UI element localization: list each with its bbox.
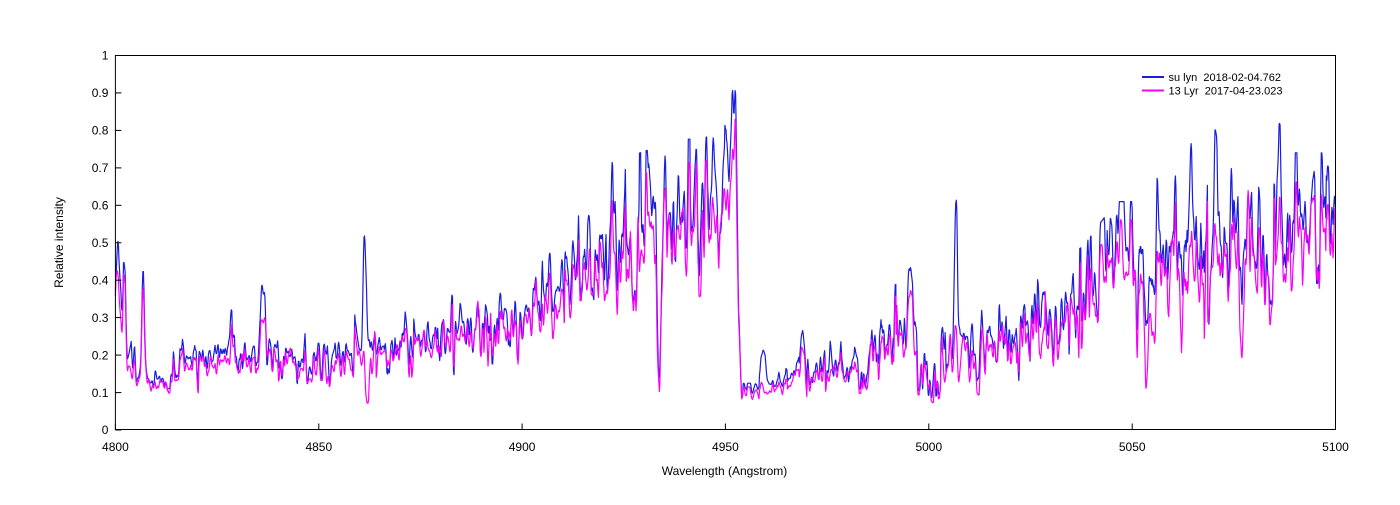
svg-text:13 Lyr 2017-04-23.023: 13 Lyr 2017-04-23.023 (1169, 85, 1283, 97)
svg-text:su lyn 2018-02-04.762: su lyn 2018-02-04.762 (1169, 72, 1282, 84)
svg-text:0.1: 0.1 (92, 386, 109, 400)
svg-text:0.7: 0.7 (92, 161, 109, 175)
svg-text:Wavelength (Angstrom): Wavelength (Angstrom) (662, 464, 788, 478)
svg-text:5100: 5100 (1322, 440, 1349, 454)
svg-text:0: 0 (102, 423, 109, 437)
svg-text:Relative intensity: Relative intensity (52, 197, 66, 288)
svg-text:4900: 4900 (509, 440, 536, 454)
svg-text:0.8: 0.8 (92, 124, 109, 138)
svg-text:0.2: 0.2 (92, 348, 109, 362)
svg-text:0.4: 0.4 (92, 273, 109, 287)
svg-text:0.3: 0.3 (92, 311, 109, 325)
svg-text:5050: 5050 (1119, 440, 1146, 454)
svg-text:0.9: 0.9 (92, 86, 109, 100)
svg-text:5000: 5000 (915, 440, 942, 454)
svg-text:4850: 4850 (305, 440, 332, 454)
svg-text:0.5: 0.5 (92, 236, 109, 250)
svg-text:4950: 4950 (712, 440, 739, 454)
svg-text:0.6: 0.6 (92, 199, 109, 213)
svg-text:1: 1 (102, 49, 109, 63)
svg-text:4800: 4800 (102, 440, 129, 454)
